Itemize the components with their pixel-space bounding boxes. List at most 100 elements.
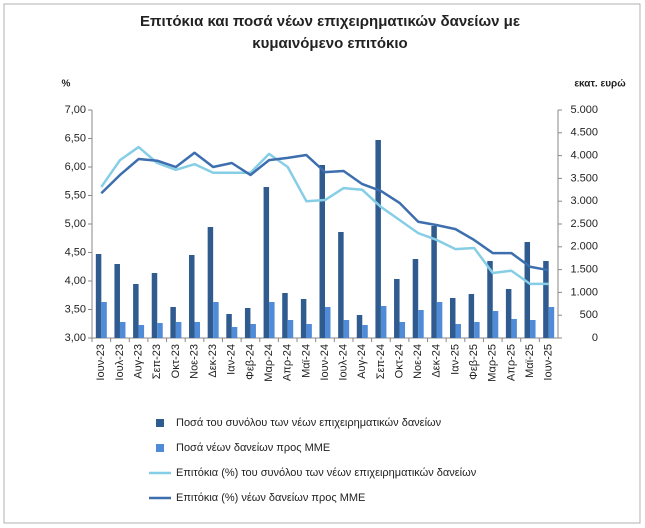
x-tick-label: Ιουν-25: [543, 344, 555, 381]
bar: [468, 293, 475, 338]
x-tick-label: Μαϊ-24: [300, 344, 312, 378]
bar: [175, 321, 182, 338]
y-tick-label: 6,00: [65, 161, 86, 173]
bar: [436, 302, 443, 338]
x-tick-label: Ιουν-24: [319, 344, 331, 381]
x-tick-label: Σεπ-24: [375, 344, 387, 379]
legend-label: Ποσά νέων δανείων προς ΜΜΕ: [176, 442, 330, 454]
x-tick-label: Ιουν-23: [95, 344, 107, 381]
y2-axis-label: εκατ. ευρώ: [574, 79, 626, 90]
bar: [207, 227, 214, 338]
y2-tick-label: 2.500: [570, 218, 598, 230]
x-tick-label: Αυγ-23: [133, 344, 145, 379]
bar: [250, 324, 256, 338]
x-tick-label: Απρ-25: [505, 344, 517, 381]
x-tick-label: Σεπ-23: [151, 344, 163, 379]
bar: [487, 260, 493, 338]
x-tick-label: Ιαν-25: [449, 344, 461, 375]
y-axis-label: %: [62, 79, 71, 90]
bar: [412, 259, 419, 338]
bar: [244, 307, 251, 338]
y2-tick-label: 4.000: [570, 150, 598, 162]
y-tick-label: 3,50: [65, 303, 86, 315]
y-tick-label: 3,00: [65, 332, 86, 344]
chart-title: Επιτόκια και ποσά νέων επιχειρηματικών δ…: [140, 13, 520, 30]
bar: [338, 231, 344, 338]
bar: [524, 242, 531, 338]
x-tick-label: Οκτ-23: [170, 344, 182, 378]
x-tick-label: Φεβ-24: [244, 344, 256, 380]
x-tick-label: Οκτ-24: [393, 344, 405, 378]
line: [100, 145, 549, 286]
legend-swatch: [156, 419, 164, 427]
x-tick-label: Νοε-24: [412, 344, 424, 379]
bar: [325, 306, 331, 338]
x-tick-label: Ιαν-24: [226, 344, 238, 375]
legend: Ποσά του συνόλου των νέων επιχειρηματικώ…: [149, 417, 477, 504]
bar: [492, 311, 499, 338]
bar: [300, 299, 307, 338]
bar: [194, 321, 201, 338]
x-tick-label: Μαρ-25: [487, 344, 499, 382]
bar: [543, 260, 549, 338]
y-tick-label: 4,00: [65, 275, 86, 287]
y-tick-label: 5,00: [65, 218, 86, 230]
bar: [511, 318, 517, 338]
bar: [226, 314, 232, 338]
bar: [213, 302, 219, 338]
bar: [431, 226, 437, 338]
bar: [343, 319, 350, 338]
bar: [375, 140, 381, 338]
chart-title: κυμαινόμενο επιτόκιο: [252, 35, 407, 52]
x-tick-label: Απρ-24: [282, 344, 294, 381]
bar: [151, 273, 158, 338]
legend-label: Επιτόκια (%) του συνόλου των νέων επιχει…: [176, 467, 477, 479]
bar: [399, 321, 406, 338]
bar: [474, 321, 480, 338]
bar: [138, 325, 145, 338]
bar: [114, 263, 120, 338]
bar: [133, 284, 139, 338]
y-tick-label: 7,00: [65, 104, 86, 116]
bar: [394, 278, 400, 338]
y2-tick-label: 3.500: [570, 172, 598, 184]
y2-tick-label: 1.500: [570, 264, 598, 276]
bar: [101, 302, 107, 338]
bar: [418, 310, 424, 338]
bar: [362, 325, 368, 338]
bar: [282, 292, 288, 338]
x-tick-label: Αυγ-24: [356, 344, 368, 379]
x-tick-label: Δεκ-23: [207, 344, 219, 378]
x-tick-label: Μαρ-24: [263, 344, 275, 382]
x-tick-label: Δεκ-24: [431, 344, 443, 378]
legend-label: Ποσά του συνόλου των νέων επιχειρηματικώ…: [176, 417, 442, 429]
bar: [356, 315, 363, 338]
bar: [119, 321, 126, 338]
x-tick-label: Φεβ-25: [468, 344, 480, 380]
bar: [548, 306, 555, 338]
bar: [95, 254, 102, 338]
line: [100, 151, 549, 272]
y2-tick-label: 2.000: [570, 241, 598, 253]
bar: [505, 288, 512, 338]
legend-label: Επιτόκια (%) νέων δανείων προς ΜΜΕ: [176, 492, 365, 504]
y2-tick-label: 0: [592, 332, 598, 344]
bar: [189, 255, 195, 338]
bar: [380, 305, 387, 338]
x-tick-label: Νοε-23: [188, 344, 200, 379]
legend-swatch: [156, 444, 164, 452]
bar: [231, 327, 238, 338]
bar: [157, 322, 163, 338]
x-tick-label: Ιουλ-23: [114, 344, 126, 381]
y2-tick-label: 5.000: [570, 104, 598, 116]
bar: [449, 298, 456, 338]
y2-tick-label: 3.000: [570, 195, 598, 207]
bar: [319, 164, 325, 338]
y2-tick-label: 1.000: [570, 286, 598, 298]
y2-tick-label: 4.500: [570, 127, 598, 139]
x-tick-label: Ιουλ-24: [338, 344, 350, 381]
x-tick-label: Μαϊ-25: [524, 344, 536, 378]
bar: [455, 324, 461, 338]
y-tick-label: 4,50: [65, 246, 86, 258]
